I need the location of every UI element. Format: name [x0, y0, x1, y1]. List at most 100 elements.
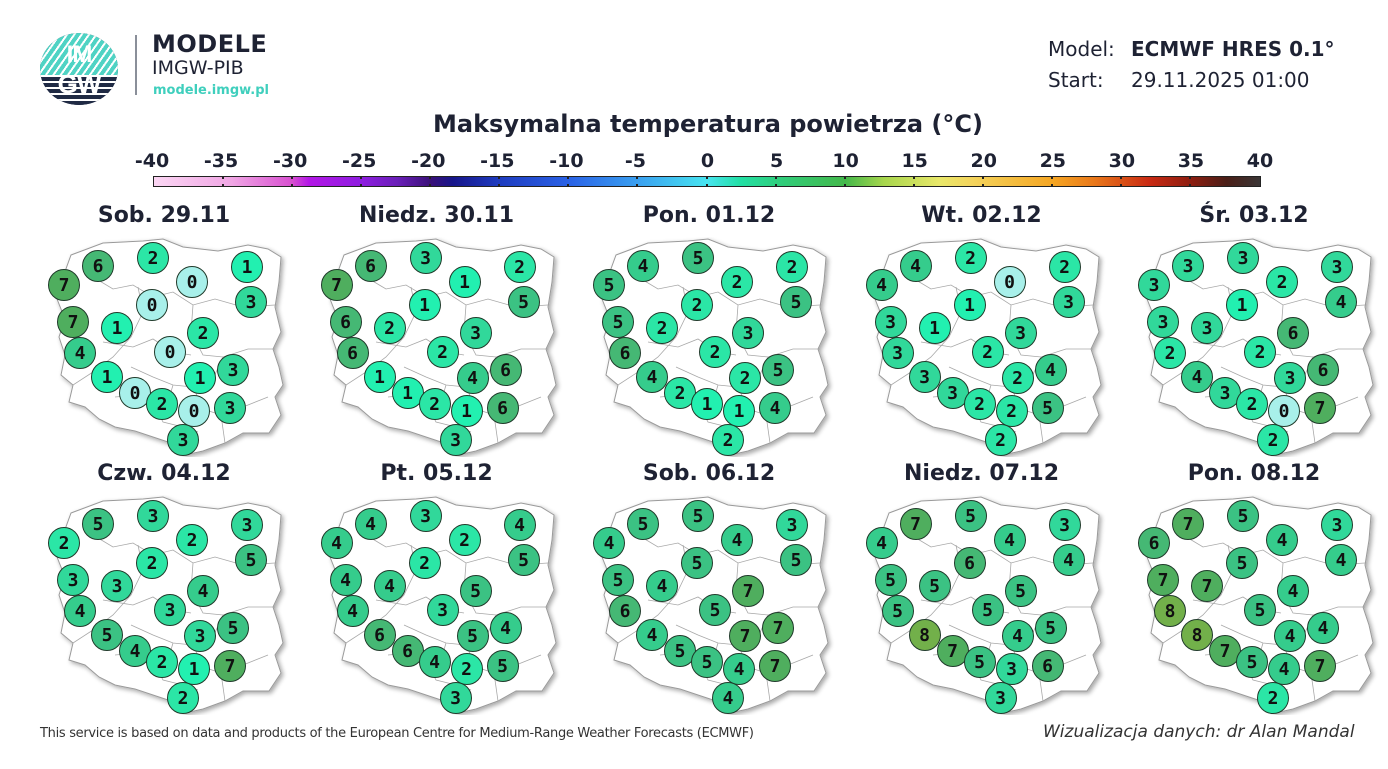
logo-emblem: IM GW: [40, 33, 118, 105]
temperature-bubble: 0: [154, 336, 186, 368]
temperature-bubble: 2: [1001, 362, 1034, 394]
temperature-bubble: 3: [1172, 250, 1204, 282]
temperature-bubble: 7: [1172, 508, 1204, 540]
colorbar-tick-label: 5: [769, 150, 784, 172]
temperature-bubble: 6: [329, 306, 362, 338]
colorbar-tick-mark: [843, 184, 846, 187]
panel-date-title: Śr. 03.12: [1199, 203, 1309, 228]
colorbar-tick-mark: [774, 176, 777, 179]
temperature-bubble: 2: [146, 388, 178, 420]
model-info: Model: ECMWF HRES 0.1° Start: 29.11.2025…: [1048, 34, 1335, 96]
panel-date-title: Pt. 05.12: [380, 461, 493, 486]
temperature-bubble: 3: [214, 392, 246, 424]
temperature-bubble: 2: [1257, 682, 1289, 714]
temperature-bubble: 4: [187, 575, 219, 607]
temperature-bubble: 5: [762, 354, 794, 386]
temperature-bubble: 2: [1266, 266, 1298, 298]
temperature-bubble: 4: [636, 619, 668, 651]
temperature-bubble: 2: [167, 682, 199, 714]
temperature-bubble: 4: [1268, 653, 1300, 685]
temperature-bubble: 5: [691, 646, 723, 678]
temperature-bubble: 1: [450, 395, 483, 427]
temperature-bubble: 3: [235, 286, 267, 318]
temperature-bubble: 4: [1307, 612, 1339, 644]
forecast-day-panel: Śr. 03.12 3 3 3 2 3 3 1 4 3 6 2 2 4 3 6 3 2 0 7 2: [1123, 203, 1385, 456]
temperature-bubble: 6: [82, 250, 114, 282]
temperature-bubble: 7: [936, 635, 969, 667]
temperature-bubble: 4: [119, 635, 151, 667]
temperature-bubble: 0: [993, 266, 1026, 298]
panel-date-title: Wt. 02.12: [921, 203, 1042, 228]
temperature-bubble: 8: [1154, 595, 1186, 627]
colorbar-tick-label: 10: [832, 150, 859, 172]
temperature-bubble: 4: [373, 570, 406, 602]
temperature-bubble: 7: [1209, 635, 1241, 667]
temperature-bubble: 4: [646, 570, 678, 602]
temperature-bubble: 5: [459, 575, 492, 607]
colorbar-tick-mark: [429, 184, 432, 187]
temperature-bubble: 7: [759, 650, 791, 682]
temperature-bubble: 5: [486, 650, 519, 682]
temperature-bubble: 7: [1304, 392, 1336, 424]
temperature-colorbar: [153, 176, 1261, 187]
temperature-bubble: 2: [712, 424, 744, 456]
temperature-bubble: 2: [426, 336, 459, 368]
colorbar-tick-mark: [705, 176, 708, 179]
temperature-bubble: 6: [363, 619, 396, 651]
start-value: 29.11.2025 01:00: [1131, 68, 1310, 92]
temperature-bubble: 4: [1325, 286, 1357, 318]
temperature-bubble: 5: [881, 595, 914, 627]
temperature-bubble: 1: [448, 266, 481, 298]
temperature-bubble: 6: [1138, 527, 1170, 559]
brand-subtitle: IMGW-PIB: [152, 57, 244, 79]
temperature-bubble: 1: [178, 653, 210, 685]
temperature-bubble: 6: [354, 250, 387, 282]
temperature-bubble: 4: [418, 646, 451, 678]
temperature-bubble: 2: [646, 312, 678, 344]
visualization-credit: Wizualizacja danych: dr Alan Mandal: [1043, 722, 1355, 742]
temperature-bubble: 4: [636, 361, 668, 393]
temperature-bubble: 3: [995, 653, 1028, 685]
colorbar-tick-label: -30: [272, 150, 308, 172]
forecast-day-panel: Czw. 04.12 2 5 3 2 3 3 2 5 3 4 4 3 5 3 5 4 2 1 7 2: [33, 461, 295, 714]
temperature-bubble: 5: [682, 242, 714, 274]
colorbar-tick-mark: [981, 184, 984, 187]
colorbar-tick-label: -5: [624, 150, 646, 172]
brand-url-link[interactable]: modele.imgw.pl: [153, 83, 269, 98]
temperature-bubble: 1: [391, 377, 424, 409]
colorbar-tick-mark: [1188, 184, 1191, 187]
temperature-bubble: 0: [176, 266, 208, 298]
logo-divider: [135, 35, 137, 95]
temperature-bubble: 4: [1052, 544, 1085, 576]
forecast-day-panel: Pt. 05.12 4 4 3 2 4 4 2 5 4 5 4 3 6 5 4 6 4 2 5 3: [306, 461, 568, 714]
colorbar-tick-mark: [1188, 176, 1191, 179]
temperature-bubble: 3: [908, 361, 941, 393]
temperature-bubble: 5: [1034, 612, 1067, 644]
temperature-bubble: 3: [1321, 509, 1353, 541]
panel-date-title: Czw. 04.12: [97, 461, 231, 486]
temperature-bubble: 2: [664, 377, 696, 409]
temperature-bubble: 3: [184, 620, 216, 652]
temperature-bubble: 5: [682, 500, 714, 532]
colorbar-tick-label: -15: [480, 150, 515, 172]
temperature-bubble: 3: [1004, 317, 1037, 349]
temperature-bubble: 3: [1191, 312, 1223, 344]
temperature-bubble: 3: [936, 377, 969, 409]
temperature-bubble: 3: [1048, 509, 1081, 541]
colorbar-tick-mark: [291, 184, 294, 187]
temperature-bubble: 3: [776, 509, 808, 541]
temperature-bubble: 5: [1227, 500, 1259, 532]
colorbar-tick-mark: [498, 176, 501, 179]
temperature-bubble: 2: [48, 527, 80, 559]
temperature-bubble: 4: [723, 653, 755, 685]
temperature-bubble: 3: [1227, 242, 1259, 274]
temperature-bubble: 4: [1266, 524, 1298, 556]
colorbar-tick-mark: [429, 176, 432, 179]
colorbar-tick-mark: [1119, 184, 1122, 187]
colorbar-tick-label: 0: [700, 150, 715, 172]
temperature-bubble: 4: [1034, 354, 1067, 386]
start-label: Start:: [1048, 68, 1104, 92]
colorbar-tick-label: 25: [1039, 150, 1067, 172]
temperature-bubble: 4: [712, 682, 744, 714]
temperature-bubble: 4: [627, 250, 659, 282]
